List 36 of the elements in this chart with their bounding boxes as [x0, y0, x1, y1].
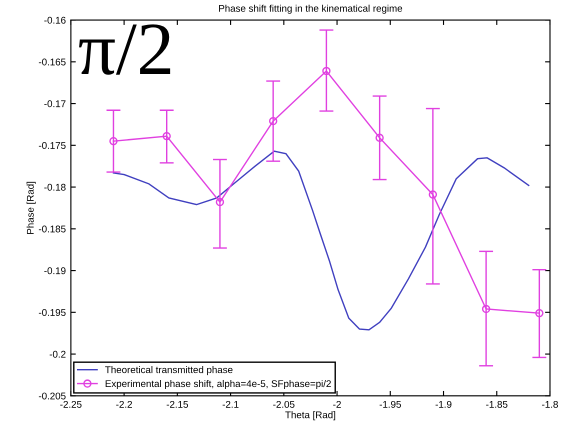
point [428, 190, 438, 199]
y-tick-label: -0.175 [38, 142, 66, 149]
x-tick-label: -2.25 [60, 400, 82, 408]
x-tick-label: -1.9 [436, 400, 452, 408]
point [109, 136, 118, 146]
y-tick-label: -0.17 [44, 100, 66, 108]
x-axis-title: Theta [Rad] [285, 411, 336, 420]
y-tick-label: -0.205 [38, 392, 66, 400]
point [535, 308, 544, 318]
x-tick-label: -2.1 [222, 400, 238, 408]
x-tick-label: -1.8 [542, 400, 558, 408]
y-axis-title: Phase [Rad] [26, 182, 36, 234]
x-tick-label: -1.85 [486, 400, 508, 408]
point [322, 66, 331, 76]
y-tick-label: -0.195 [38, 309, 66, 316]
annotation: π/2 [79, 24, 170, 75]
x-tick-label: -2.05 [273, 400, 294, 408]
point [482, 304, 490, 314]
y-tick-label: -0.2 [50, 350, 66, 358]
legend-label: Theoretical transmitted phase [105, 366, 233, 376]
point [216, 198, 224, 206]
x-tick-label: -2 [333, 400, 341, 408]
y-tick-label: -0.165 [38, 58, 66, 66]
x-tick-label: -2.2 [116, 400, 132, 408]
chart-title: Phase shift fitting in the kinematical regime [219, 4, 402, 14]
point [269, 116, 278, 126]
y-tick-label: -0.19 [44, 267, 66, 274]
point [162, 132, 171, 140]
point [375, 134, 384, 142]
line-series [112, 150, 530, 331]
y-tick-label: -0.185 [38, 226, 66, 232]
legend-label: Experimental phase shift, alpha=4e-5, SFphase=pi/2 [106, 380, 331, 390]
y-tick-label: -0.16 [44, 16, 66, 24]
x-tick-label: -2.15 [166, 400, 188, 408]
y-tick-label: -0.18 [44, 184, 66, 191]
x-tick-label: -1.95 [380, 400, 401, 408]
